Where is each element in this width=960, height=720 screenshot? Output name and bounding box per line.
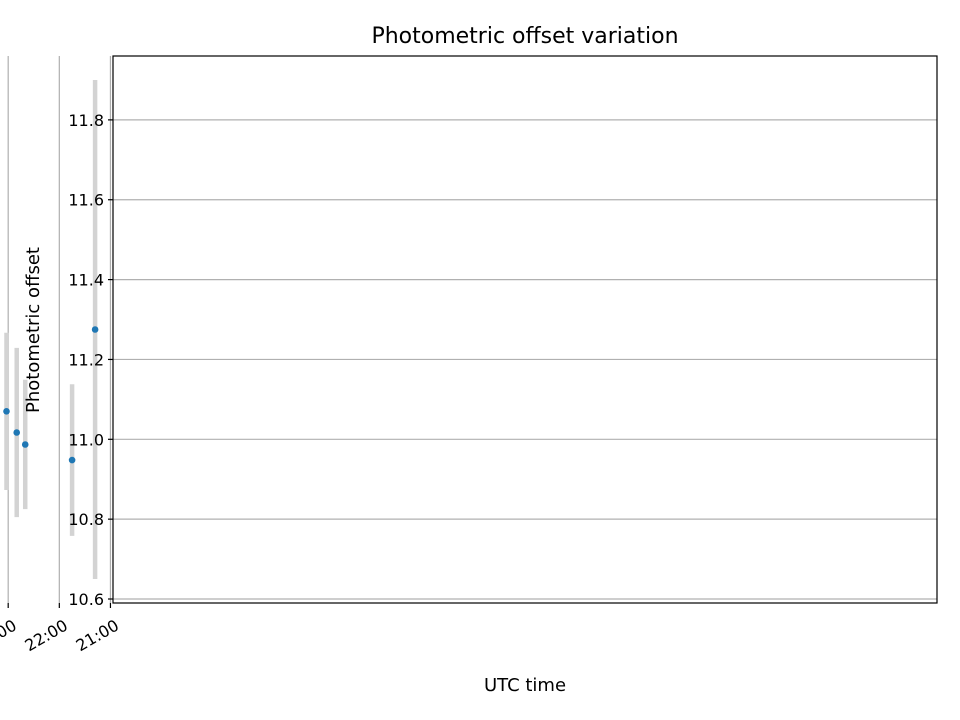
y-tick-label: 11.8 xyxy=(68,111,104,130)
y-axis-label: Photometric offset xyxy=(23,247,44,413)
y-tick-label: 10.6 xyxy=(68,590,104,609)
plot-frame xyxy=(112,55,938,604)
x-axis-label: UTC time xyxy=(484,675,566,696)
data-point xyxy=(13,429,21,436)
y-tick-label: 11.2 xyxy=(68,350,104,369)
marker-layer xyxy=(3,326,99,464)
data-point xyxy=(3,408,10,415)
data-point xyxy=(91,326,99,333)
chart-title: Photometric offset variation xyxy=(371,24,678,49)
grid-layer xyxy=(7,56,937,603)
data-point xyxy=(21,441,29,448)
y-tick-label: 11.0 xyxy=(68,430,104,449)
data-point xyxy=(68,456,76,464)
y-tick-label: 11.6 xyxy=(68,191,104,210)
y-axis: 10.6 10.8 11.0 11.2 11.4 11.6 11.8 xyxy=(68,111,113,609)
y-tick-label: 10.8 xyxy=(68,510,104,529)
y-tick-label: 11.4 xyxy=(68,271,104,290)
